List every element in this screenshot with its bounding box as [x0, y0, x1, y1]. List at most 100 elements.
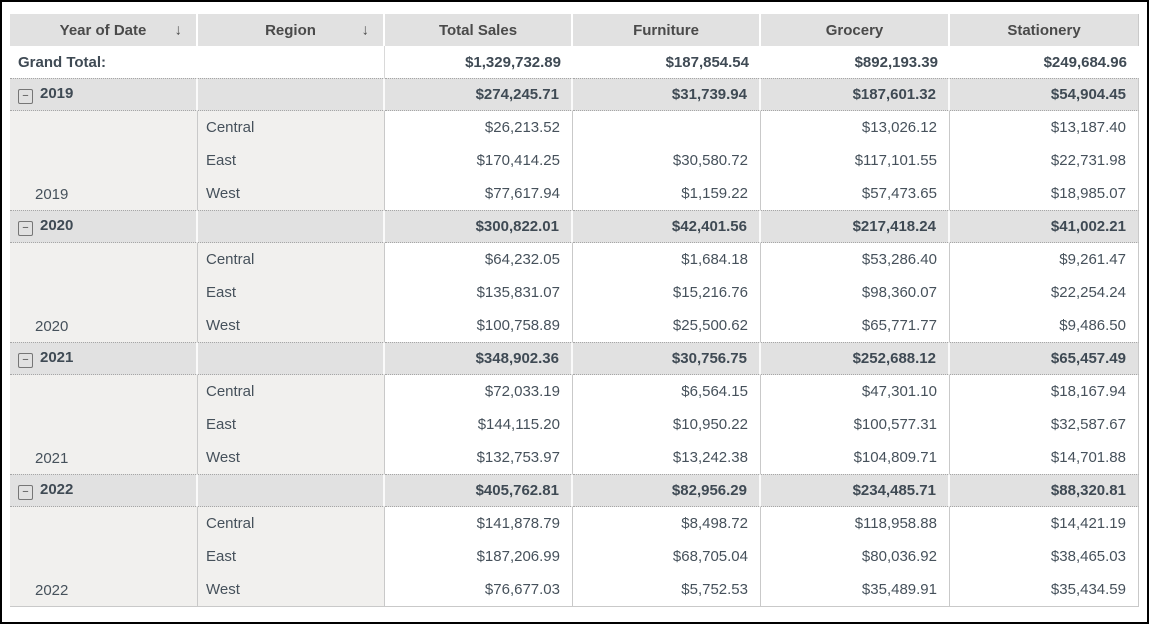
- value-cell-total-sales[interactable]: $64,232.05: [385, 243, 573, 276]
- region-cell[interactable]: East: [198, 276, 385, 309]
- group-total-total-sales[interactable]: $300,822.01: [385, 210, 573, 243]
- region-cell[interactable]: Central: [198, 243, 385, 276]
- region-cell[interactable]: West: [198, 309, 385, 342]
- group-year-cell[interactable]: −2022: [10, 474, 198, 507]
- value-cell-stationery[interactable]: $35,434.59: [950, 573, 1139, 606]
- value-cell-stationery[interactable]: $18,985.07: [950, 177, 1139, 210]
- value-cell-stationery[interactable]: $14,421.19: [950, 507, 1139, 540]
- group-total-total-sales[interactable]: $274,245.71: [385, 78, 573, 111]
- value-cell-furniture[interactable]: $15,216.76: [573, 276, 761, 309]
- group-total-total-sales[interactable]: $405,762.81: [385, 474, 573, 507]
- value-cell-stationery[interactable]: $9,486.50: [950, 309, 1139, 342]
- value-cell-total-sales[interactable]: $77,617.94: [385, 177, 573, 210]
- region-cell[interactable]: East: [198, 408, 385, 441]
- collapse-icon[interactable]: −: [18, 221, 33, 236]
- value-cell-grocery[interactable]: $80,036.92: [761, 540, 950, 573]
- value-cell-grocery[interactable]: $57,473.65: [761, 177, 950, 210]
- value-cell-grocery[interactable]: $100,577.31: [761, 408, 950, 441]
- value-cell-total-sales[interactable]: $141,878.79: [385, 507, 573, 540]
- sort-descending-icon[interactable]: ↓: [174, 21, 183, 39]
- grand-total-value-stationery[interactable]: $249,684.96: [950, 46, 1139, 78]
- year-row-header[interactable]: 2021: [10, 375, 198, 474]
- column-header-year-of-date[interactable]: Year of Date ↓: [10, 14, 198, 46]
- grand-total-value-grocery[interactable]: $892,193.39: [761, 46, 950, 78]
- group-total-grocery[interactable]: $187,601.32: [761, 78, 950, 111]
- value-cell-stationery[interactable]: $14,701.88: [950, 441, 1139, 474]
- collapse-icon[interactable]: −: [18, 353, 33, 368]
- value-cell-furniture[interactable]: $1,159.22: [573, 177, 761, 210]
- value-cell-furniture[interactable]: $5,752.53: [573, 573, 761, 606]
- year-row-header[interactable]: 2022: [10, 507, 198, 606]
- value-cell-stationery[interactable]: $18,167.94: [950, 375, 1139, 408]
- group-total-stationery[interactable]: $54,904.45: [950, 78, 1139, 111]
- value-cell-grocery[interactable]: $98,360.07: [761, 276, 950, 309]
- value-cell-total-sales[interactable]: $72,033.19: [385, 375, 573, 408]
- value-cell-grocery[interactable]: $65,771.77: [761, 309, 950, 342]
- region-cell[interactable]: East: [198, 144, 385, 177]
- value-cell-furniture[interactable]: [573, 111, 761, 144]
- collapse-icon[interactable]: −: [18, 89, 33, 104]
- region-cell[interactable]: West: [198, 177, 385, 210]
- value-cell-grocery[interactable]: $47,301.10: [761, 375, 950, 408]
- group-total-grocery[interactable]: $217,418.24: [761, 210, 950, 243]
- region-cell[interactable]: Central: [198, 375, 385, 408]
- group-year-cell[interactable]: −2019: [10, 78, 198, 111]
- value-cell-total-sales[interactable]: $187,206.99: [385, 540, 573, 573]
- value-cell-total-sales[interactable]: $132,753.97: [385, 441, 573, 474]
- group-total-grocery[interactable]: $252,688.12: [761, 342, 950, 375]
- year-row-header[interactable]: 2019: [10, 111, 198, 210]
- value-cell-stationery[interactable]: $32,587.67: [950, 408, 1139, 441]
- value-cell-furniture[interactable]: $13,242.38: [573, 441, 761, 474]
- value-cell-furniture[interactable]: $10,950.22: [573, 408, 761, 441]
- collapse-icon[interactable]: −: [18, 485, 33, 500]
- region-cell[interactable]: West: [198, 441, 385, 474]
- value-cell-total-sales[interactable]: $76,677.03: [385, 573, 573, 606]
- column-header-total-sales[interactable]: Total Sales: [385, 14, 573, 46]
- column-header-region[interactable]: Region ↓: [198, 14, 385, 46]
- year-row-header[interactable]: 2020: [10, 243, 198, 342]
- grand-total-value-furniture[interactable]: $187,854.54: [573, 46, 761, 78]
- column-header-grocery[interactable]: Grocery: [761, 14, 950, 46]
- group-total-stationery[interactable]: $88,320.81: [950, 474, 1139, 507]
- group-total-total-sales[interactable]: $348,902.36: [385, 342, 573, 375]
- value-cell-furniture[interactable]: $30,580.72: [573, 144, 761, 177]
- value-cell-furniture[interactable]: $1,684.18: [573, 243, 761, 276]
- group-total-furniture[interactable]: $31,739.94: [573, 78, 761, 111]
- region-cell[interactable]: Central: [198, 507, 385, 540]
- value-cell-furniture[interactable]: $68,705.04: [573, 540, 761, 573]
- value-cell-total-sales[interactable]: $26,213.52: [385, 111, 573, 144]
- value-cell-furniture[interactable]: $8,498.72: [573, 507, 761, 540]
- group-year-cell[interactable]: −2020: [10, 210, 198, 243]
- sort-descending-icon[interactable]: ↓: [361, 21, 370, 39]
- value-cell-total-sales[interactable]: $100,758.89: [385, 309, 573, 342]
- region-cell[interactable]: West: [198, 573, 385, 606]
- value-cell-stationery[interactable]: $13,187.40: [950, 111, 1139, 144]
- grand-total-label[interactable]: Grand Total:: [10, 46, 385, 78]
- group-total-stationery[interactable]: $41,002.21: [950, 210, 1139, 243]
- region-cell[interactable]: East: [198, 540, 385, 573]
- value-cell-grocery[interactable]: $104,809.71: [761, 441, 950, 474]
- group-year-cell[interactable]: −2021: [10, 342, 198, 375]
- column-header-stationery[interactable]: Stationery: [950, 14, 1139, 46]
- value-cell-stationery[interactable]: $9,261.47: [950, 243, 1139, 276]
- group-total-grocery[interactable]: $234,485.71: [761, 474, 950, 507]
- value-cell-total-sales[interactable]: $170,414.25: [385, 144, 573, 177]
- column-header-furniture[interactable]: Furniture: [573, 14, 761, 46]
- value-cell-grocery[interactable]: $35,489.91: [761, 573, 950, 606]
- value-cell-grocery[interactable]: $13,026.12: [761, 111, 950, 144]
- value-cell-grocery[interactable]: $118,958.88: [761, 507, 950, 540]
- value-cell-total-sales[interactable]: $144,115.20: [385, 408, 573, 441]
- value-cell-furniture[interactable]: $25,500.62: [573, 309, 761, 342]
- group-total-furniture[interactable]: $42,401.56: [573, 210, 761, 243]
- grand-total-value-total-sales[interactable]: $1,329,732.89: [385, 46, 573, 78]
- value-cell-grocery[interactable]: $53,286.40: [761, 243, 950, 276]
- value-cell-stationery[interactable]: $22,254.24: [950, 276, 1139, 309]
- value-cell-stationery[interactable]: $38,465.03: [950, 540, 1139, 573]
- value-cell-stationery[interactable]: $22,731.98: [950, 144, 1139, 177]
- group-total-furniture[interactable]: $82,956.29: [573, 474, 761, 507]
- group-total-furniture[interactable]: $30,756.75: [573, 342, 761, 375]
- value-cell-total-sales[interactable]: $135,831.07: [385, 276, 573, 309]
- region-cell[interactable]: Central: [198, 111, 385, 144]
- value-cell-grocery[interactable]: $117,101.55: [761, 144, 950, 177]
- group-total-stationery[interactable]: $65,457.49: [950, 342, 1139, 375]
